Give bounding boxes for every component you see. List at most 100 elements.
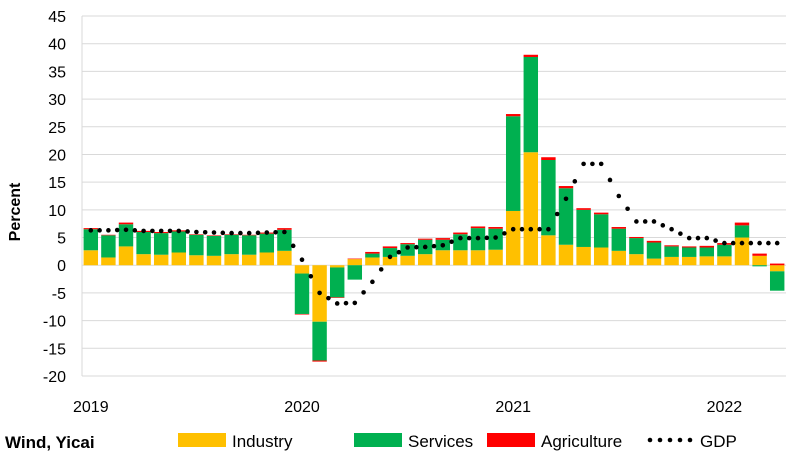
gdp-point (387, 254, 393, 260)
bar-services (101, 235, 116, 258)
bar-industry (488, 249, 503, 266)
bar-agriculture (435, 238, 451, 240)
gdp-point (563, 196, 569, 202)
gdp-dot (519, 226, 525, 232)
gdp-point (194, 229, 199, 235)
gdp-point (211, 230, 217, 235)
legend-item-services: Services (354, 432, 473, 451)
gdp-dot (290, 243, 296, 249)
bar-industry (189, 255, 204, 266)
bar-agriculture (294, 313, 310, 315)
bar-services (241, 235, 257, 255)
gdp-point (581, 161, 586, 167)
bar-industry (717, 256, 732, 266)
y-tick-label: 30 (48, 92, 66, 109)
x-tick-label: 2019 (73, 399, 109, 416)
gdp-point (123, 227, 129, 233)
gdp-point (739, 240, 745, 246)
gdp-dot (396, 249, 402, 255)
gdp-point (229, 230, 234, 236)
gdp-point (686, 235, 692, 241)
bar-industry (294, 265, 310, 274)
bar-industry (101, 257, 116, 266)
bar-agriculture (488, 227, 503, 229)
y-tick-label: -5 (52, 286, 66, 303)
bar-agriculture (523, 54, 539, 57)
gdp-dot (255, 230, 261, 236)
gdp-dot (642, 219, 648, 224)
y-tick-label: -15 (43, 341, 66, 358)
bar-agriculture (593, 212, 609, 215)
gdp-point (317, 290, 322, 296)
x-tick-label: 2021 (495, 399, 531, 416)
bar-services (171, 231, 187, 253)
bars (83, 54, 785, 362)
bar-services (576, 209, 591, 247)
y-tick-label: 40 (48, 37, 66, 54)
gdp-dot (713, 238, 718, 243)
bar-industry (629, 254, 644, 266)
gdp-point (422, 244, 428, 250)
bar-industry (136, 254, 151, 266)
bar-services (312, 321, 327, 361)
bar-services (541, 160, 556, 236)
legend-item-gdp: GDP (647, 432, 737, 451)
gdp-dot (502, 231, 507, 236)
bar-services (664, 246, 679, 257)
gdp-point (106, 228, 111, 233)
bar-services (259, 233, 275, 253)
bar-services (382, 248, 398, 257)
gdp-dot (220, 230, 226, 236)
gdp-dot (572, 179, 578, 184)
gdp-point (546, 226, 551, 232)
gdp-dot (730, 240, 736, 246)
bar-agriculture (189, 234, 204, 235)
gdp-dot (660, 223, 666, 228)
bar-agriculture (752, 253, 767, 256)
bar-industry (611, 250, 627, 266)
bar-agriculture (312, 360, 327, 362)
y-tick-label: 0 (57, 258, 66, 275)
gdp-point (774, 240, 780, 246)
bar-industry (153, 254, 169, 266)
bar-services (347, 265, 363, 280)
bar-agriculture (611, 227, 627, 229)
gdp-point (475, 235, 481, 241)
bar-industry (382, 256, 398, 266)
bar-services (699, 247, 715, 257)
legend-dot (667, 437, 673, 443)
gdp-dot (466, 235, 472, 241)
bar-industry (576, 246, 591, 266)
bar-agriculture (769, 263, 785, 266)
gdp-series (88, 161, 780, 306)
bar-services (277, 229, 292, 251)
bar-industry (593, 247, 609, 266)
legend-item-agriculture: Agriculture (487, 432, 622, 451)
legend-label: Agriculture (541, 432, 622, 451)
bar-industry (417, 254, 433, 266)
bar-industry (523, 152, 539, 266)
legend-item-industry: Industry (178, 432, 293, 451)
gdp-point (370, 279, 375, 285)
bar-agriculture (277, 228, 292, 230)
bar-industry (365, 257, 380, 266)
gdp-dot (766, 240, 771, 246)
legend-swatch (354, 433, 402, 447)
bar-industry (505, 210, 521, 266)
bar-services (189, 234, 204, 256)
bar-services (629, 238, 644, 255)
bar-services (400, 244, 415, 256)
bar-agriculture (206, 235, 222, 236)
gdp-point (176, 228, 182, 234)
bar-industry (83, 250, 99, 266)
y-tick-label: 35 (48, 64, 66, 81)
bar-services (206, 235, 222, 256)
bar-services (717, 244, 732, 257)
bar-agriculture (681, 246, 697, 248)
bar-agriculture (329, 297, 345, 298)
gdp-dot (414, 244, 419, 250)
gdp-dot (695, 235, 701, 241)
gdp-point (440, 242, 446, 248)
y-tick-label: 45 (48, 9, 66, 26)
